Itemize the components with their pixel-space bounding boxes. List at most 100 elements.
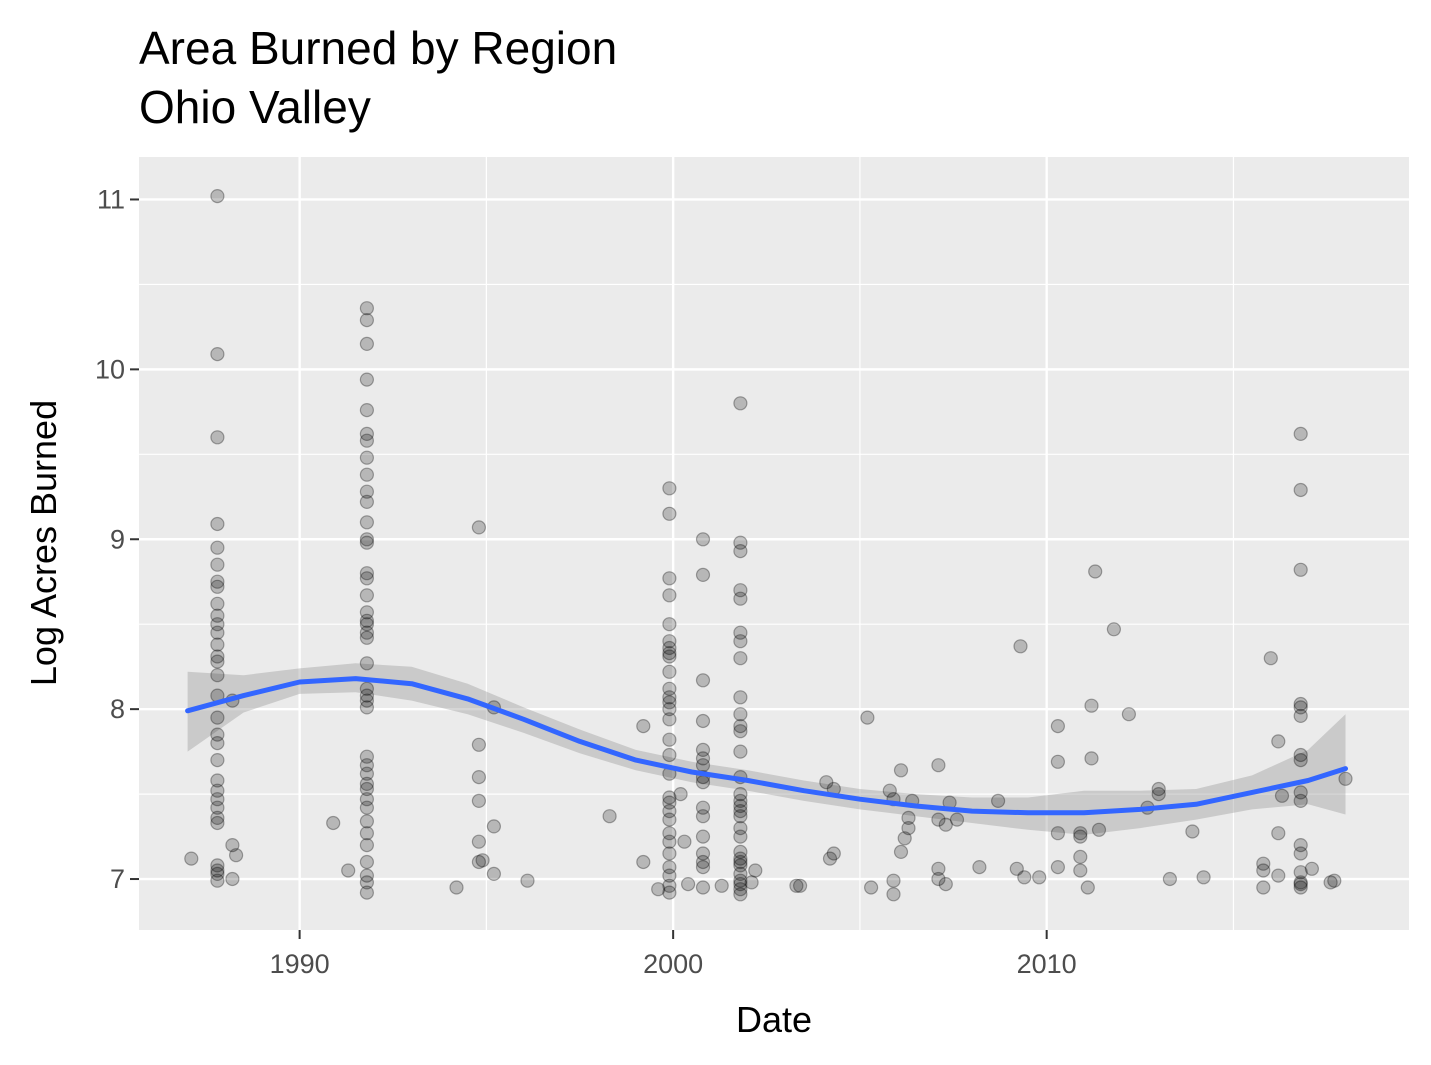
data-point [931,861,946,876]
data-point [210,608,225,623]
data-point [662,790,677,805]
data-point [662,747,677,763]
data-point [1293,880,1308,895]
data-point [359,313,374,328]
data-point [733,854,748,870]
data-point [733,651,748,666]
data-point [359,826,374,841]
data-point [359,656,374,671]
data-point [662,690,677,705]
y-tick-label: 10 [95,354,125,384]
data-point [359,494,374,509]
data-point [893,844,909,860]
data-point [359,758,374,773]
data-point [1032,870,1047,885]
data-point [359,693,374,708]
data-point [210,668,225,683]
data-point [359,336,374,351]
data-point [359,885,374,900]
data-point [662,695,677,710]
data-point [733,634,748,649]
data-point [359,814,374,829]
data-point [673,786,688,802]
data-point [359,467,374,482]
data-point [210,625,225,640]
data-point [662,664,677,679]
data-point [225,837,240,853]
data-point [662,878,677,893]
data-point [695,859,711,875]
y-tick-label: 7 [110,864,125,894]
data-point [1073,849,1088,865]
data-point [1080,880,1095,895]
data-point [733,583,748,598]
data-point [359,792,374,807]
data-point [695,532,711,547]
data-point [733,718,748,734]
data-point [471,769,486,785]
data-point [1256,880,1271,895]
data-point [901,820,916,836]
data-point [359,433,374,448]
data-point [662,481,677,496]
data-point [359,875,374,890]
data-point [1073,863,1088,878]
data-point [1293,482,1308,498]
data-point [733,873,748,888]
data-point [210,800,225,815]
data-point [733,543,748,559]
data-point [359,700,374,715]
data-point [210,863,225,878]
data-point [1271,868,1286,883]
data-point [359,450,374,465]
data-point [789,878,804,893]
y-tick-label: 9 [110,524,125,554]
data-point [733,625,748,640]
data-point [359,800,374,815]
data-point [359,688,374,703]
data-point [677,834,692,849]
data-point [1050,718,1066,734]
chart-title: Area Burned by Region [139,22,617,74]
data-point [733,707,748,722]
data-point [1084,698,1099,713]
data-point [662,868,677,883]
data-point [359,372,374,387]
data-point [651,882,666,897]
data-point [229,848,244,863]
data-point [931,871,946,887]
data-point [1293,426,1308,441]
data-point [1106,622,1122,637]
data-point [938,817,953,832]
data-point [931,812,946,827]
data-point [733,798,748,814]
data-point [1271,734,1286,749]
data-point [860,710,875,725]
data-point [475,853,490,868]
data-point [931,758,946,773]
data-point [359,301,374,316]
confidence-band-area [187,663,1346,835]
data-point [210,596,225,611]
data-point [1050,754,1066,769]
data-point [662,681,677,696]
data-point [359,617,374,632]
x-axis: 1990 2000 2010 [270,930,1077,979]
data-point [210,516,225,532]
data-point [210,574,225,589]
data-point [695,829,711,844]
data-point [822,851,838,866]
x-tick-label: 2010 [1017,949,1077,979]
data-point [449,880,464,895]
data-point [662,640,677,656]
data-point [1013,639,1028,654]
data-point [471,737,486,752]
data-point [886,873,901,888]
data-point [733,876,748,892]
data-point [748,863,763,878]
data-point [210,815,225,831]
data-point [1196,870,1211,885]
data-point [359,854,374,870]
data-point [326,815,341,831]
